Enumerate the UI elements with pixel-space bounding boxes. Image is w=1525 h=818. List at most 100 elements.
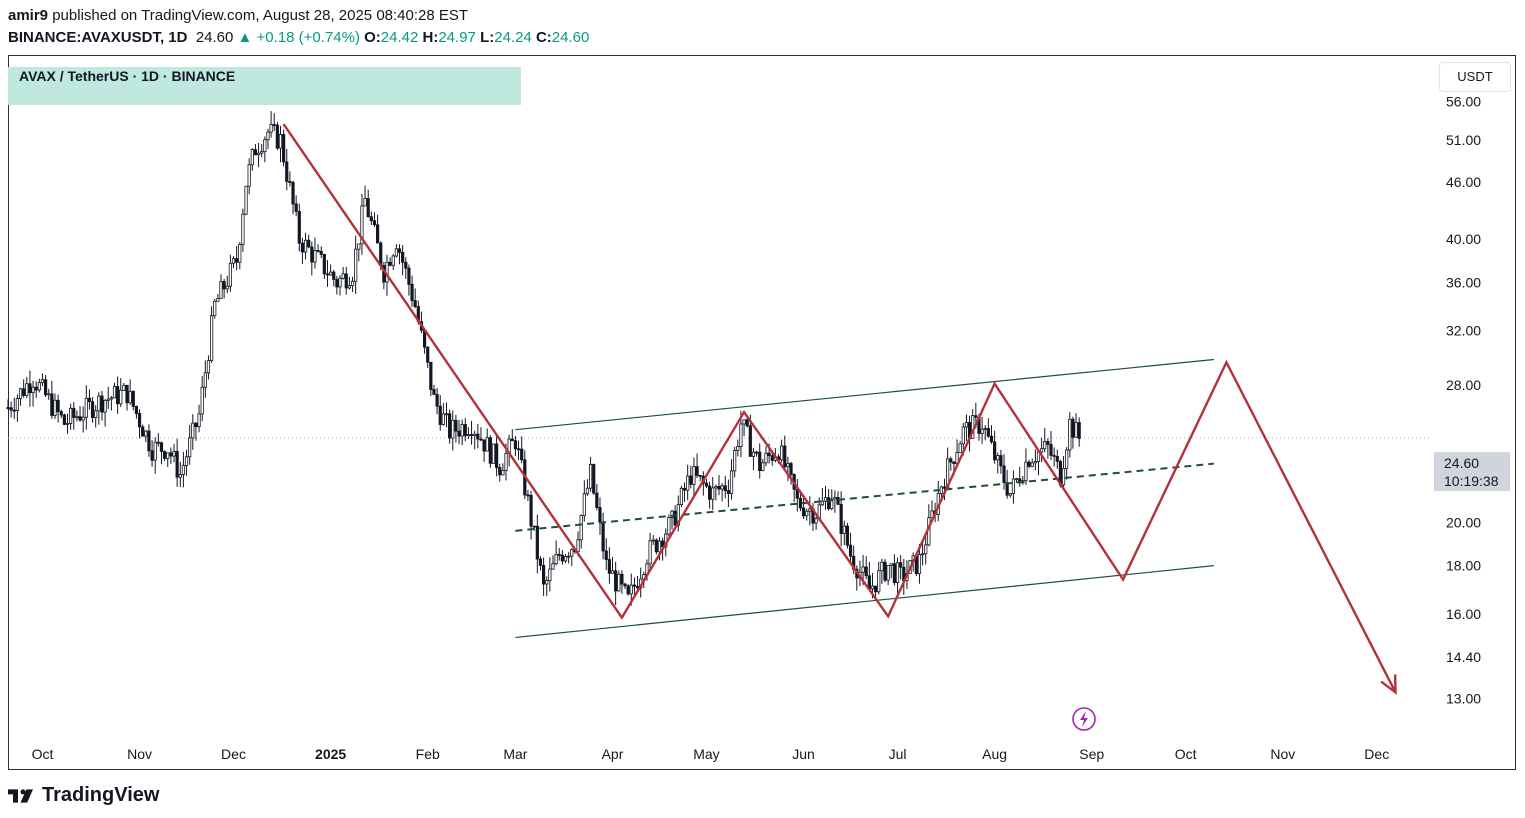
candle-body [329,271,333,276]
y-tick-label: 20.00 [1446,515,1481,531]
candle-body [570,549,574,557]
y-tick-label: 46.00 [1446,174,1481,190]
candle-body [993,441,997,461]
candle-body [1065,449,1069,469]
candle-body [354,248,358,282]
zigzag-projection[interactable] [282,123,1397,693]
candle-body [942,486,947,489]
candle-body [112,386,117,399]
candle-body [723,485,727,492]
publisher-name[interactable]: amir9 [8,7,49,24]
candle-body [877,570,881,593]
candle-body [100,395,104,413]
candle-body [670,510,674,518]
candle-body [97,395,101,412]
candle-body [535,525,539,560]
candle-body [654,539,658,553]
y-tick-label: 56.00 [1446,94,1481,110]
candle-body [72,407,76,418]
candle-body [1040,448,1044,453]
candle-body [582,493,586,517]
candle-body [266,131,270,141]
candle-body [253,149,258,156]
candle-body [59,411,63,416]
candle-body [567,555,571,558]
candle-body [260,151,264,154]
symbol-name[interactable]: BINANCE:AVAXUSDT, 1D [8,29,188,46]
candle-body [592,464,596,494]
candle-body [874,585,878,593]
candle-body [128,390,132,404]
candle-body [686,475,690,491]
x-tick-label: 2025 [315,746,346,762]
high-value: 24.97 [438,29,476,46]
candle-body [94,410,98,418]
candle-body [726,490,730,494]
channel-mid-line[interactable] [515,462,1214,532]
candle-body [394,248,398,257]
x-tick-label: Nov [127,746,152,762]
low-value: 24.24 [494,29,532,46]
last-price: 24.60 [195,29,234,46]
candle-body [25,383,29,396]
candle-body [300,242,305,253]
candle-body [1068,418,1072,451]
candle-body [714,486,718,489]
candle-body [473,433,477,436]
candle-body [332,271,336,280]
candle-body [736,446,740,451]
candle-body [375,224,380,244]
y-tick-label: 18.00 [1446,558,1481,574]
candle-body [895,562,900,584]
candle-body [347,285,352,289]
y-tick-label: 13.00 [1446,691,1481,707]
x-tick-label: Jun [792,746,815,762]
candle-body [441,413,445,425]
candle-body [729,470,734,494]
candle-body [81,416,85,421]
candle-body [1049,443,1053,456]
candle-body [344,273,348,289]
candle-body [404,261,408,269]
candle-body [917,554,922,575]
candle-body [350,280,355,287]
candle-body [830,498,834,510]
candle-body [438,405,442,425]
candle-body [949,458,953,463]
candle-body [454,419,458,432]
candle-body [657,540,662,553]
candle-body [141,426,145,437]
y-tick-label: 32.00 [1446,322,1481,338]
channel-lower-line[interactable] [515,565,1214,639]
chart-legend[interactable]: AVAX / TetherUS · 1D · BINANCE [19,68,236,84]
y-tick-label: 51.00 [1446,132,1481,148]
candle-body [585,487,590,495]
candle-body [620,573,624,585]
close-label: C: [535,29,552,46]
channel-upper-line[interactable] [515,358,1214,431]
candle-body [648,540,652,565]
low-label: L: [480,29,495,46]
candle-body [150,450,154,461]
candle-body [426,346,430,363]
candle-body [651,539,655,542]
y-tick-label: 14.40 [1446,649,1481,665]
candle-body [836,497,840,505]
candle-body [144,430,148,437]
candle-body [545,580,549,585]
candle-body [22,388,26,396]
candle-body [206,360,211,374]
candle-body [335,279,339,288]
candle-body [225,285,229,290]
currency-button[interactable]: USDT [1439,62,1511,92]
candle-body [899,562,903,568]
candle-body [983,428,987,430]
candle-body [84,397,88,418]
candle-body [798,497,803,509]
tradingview-logo[interactable]: TradingView [8,784,159,807]
candle-body [629,584,633,595]
candle-body [924,544,928,555]
flash-icon[interactable] [1072,707,1096,731]
candle-body [1030,462,1034,467]
